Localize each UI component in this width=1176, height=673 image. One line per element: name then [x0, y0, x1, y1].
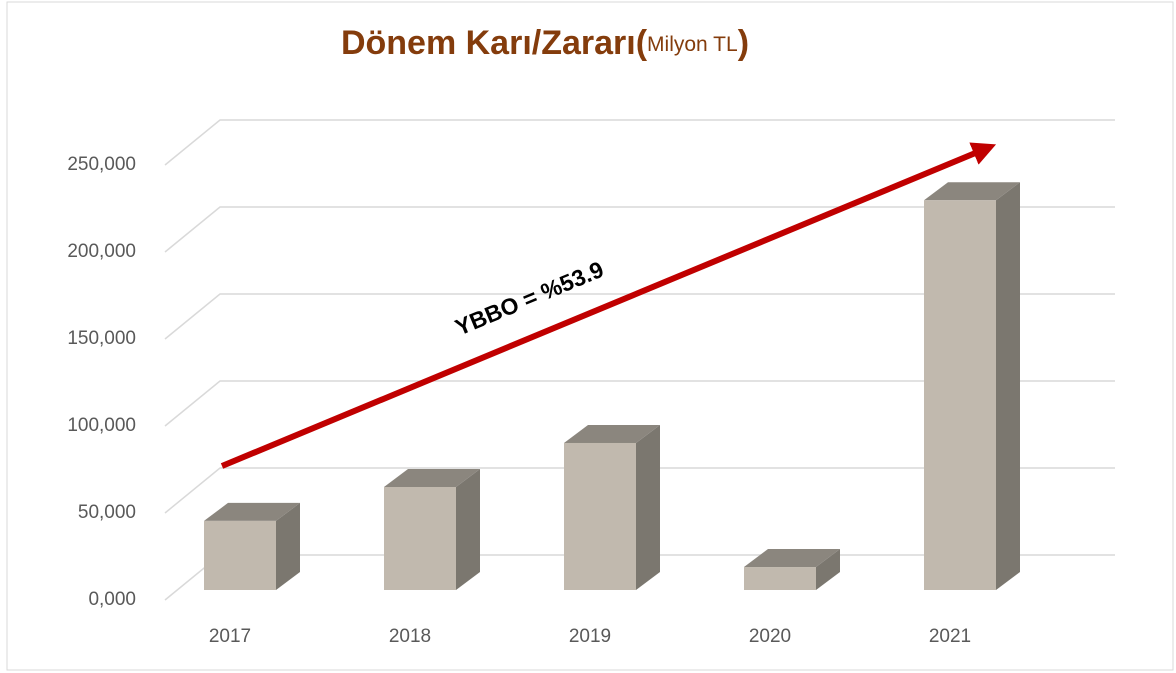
- grid-line: [164, 119, 1115, 166]
- grid-line: [164, 467, 1115, 514]
- x-tick-label: 2017: [209, 626, 251, 647]
- y-tick-label: 150,000: [67, 328, 136, 349]
- bar-side: [456, 468, 480, 590]
- bar: [744, 567, 816, 590]
- x-tick-label: 2018: [389, 626, 431, 647]
- bar-side: [816, 549, 840, 590]
- bar: [384, 486, 456, 590]
- bar-top: [204, 502, 300, 521]
- title-unit: Milyon TL: [647, 33, 738, 56]
- bar-top: [564, 424, 660, 443]
- bar: [564, 442, 636, 590]
- title-close: ): [738, 24, 749, 62]
- x-tick-label: 2020: [749, 626, 791, 647]
- y-tick-label: 200,000: [67, 241, 136, 262]
- grid-line: [164, 293, 1115, 340]
- title-main: Dönem Karı/Zararı(: [341, 24, 648, 62]
- bar-side: [996, 182, 1020, 591]
- bars: [204, 182, 1020, 591]
- bar-side: [276, 502, 300, 590]
- grid-line: [164, 206, 1115, 253]
- bar: [924, 200, 996, 591]
- bar: [204, 520, 276, 590]
- bar-top: [924, 182, 1020, 201]
- bar-top: [384, 468, 480, 487]
- x-tick-label: 2019: [569, 626, 611, 647]
- x-tick-label: 2021: [929, 626, 971, 647]
- bar-side: [636, 424, 660, 590]
- bar-top: [744, 549, 840, 568]
- y-tick-label: 250,000: [67, 154, 136, 175]
- y-tick-label: 50,000: [78, 502, 136, 523]
- grid-line: [164, 380, 1115, 427]
- y-tick-label: 100,000: [67, 415, 136, 436]
- y-tick-label: 0,000: [88, 589, 136, 610]
- trend-arrow: [220, 142, 997, 469]
- chart-title: Dönem Karı/Zararı(Milyon TL): [341, 24, 749, 62]
